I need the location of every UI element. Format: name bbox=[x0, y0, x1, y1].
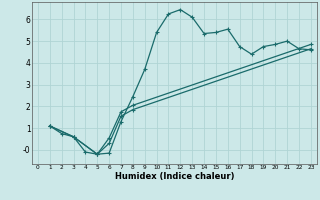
X-axis label: Humidex (Indice chaleur): Humidex (Indice chaleur) bbox=[115, 172, 234, 181]
